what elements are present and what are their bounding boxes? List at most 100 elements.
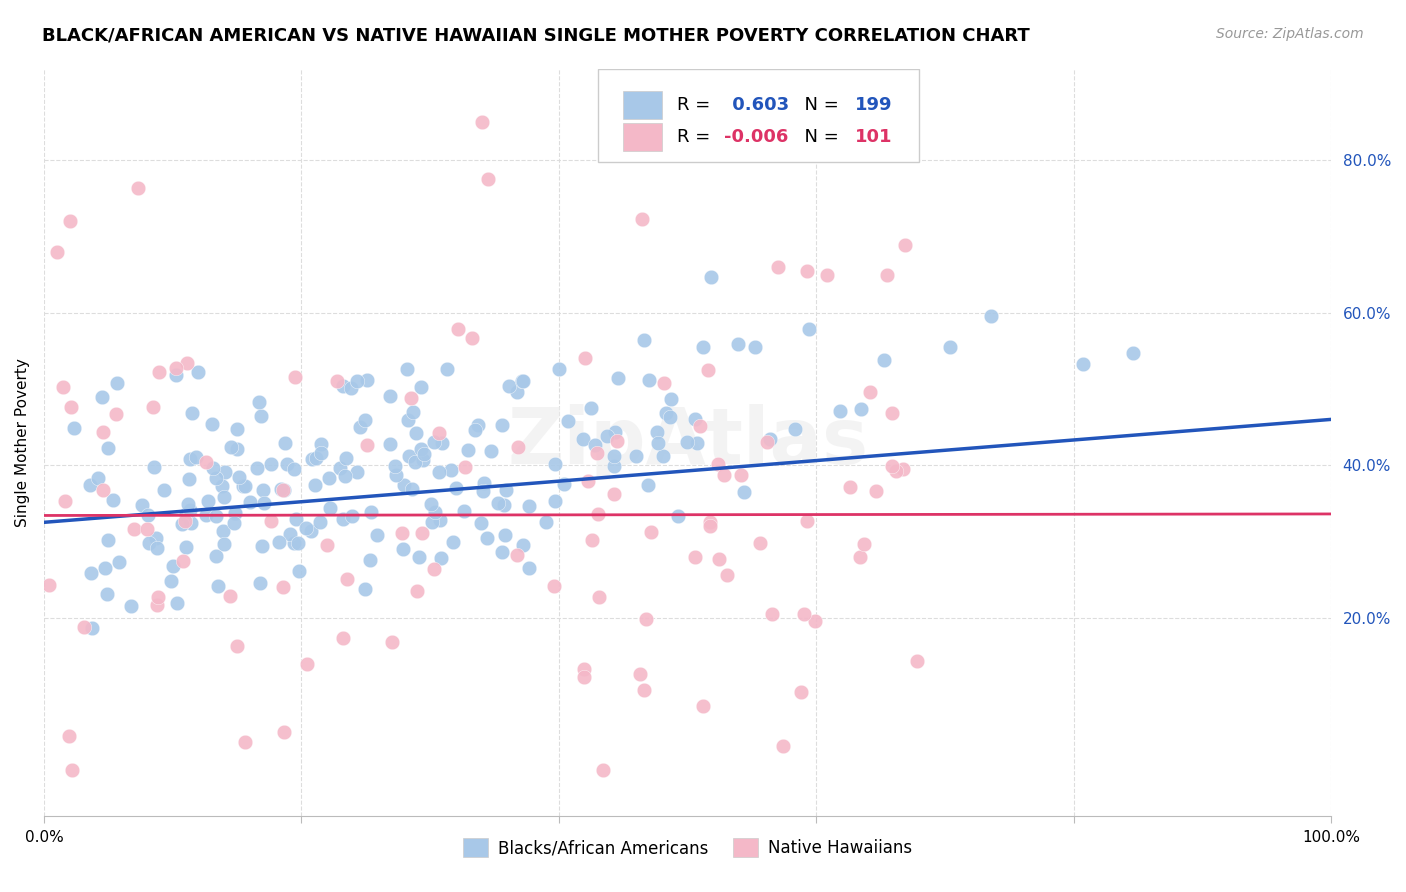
Point [441, 535, 464, 549]
Point [477, 531, 499, 545]
Point [332, 379, 354, 393]
Point [253, 496, 276, 510]
Point [232, 479, 254, 493]
Point [45, 244, 67, 259]
Point [804, 614, 827, 628]
Point [146, 590, 169, 604]
Point [1071, 357, 1094, 371]
Point [396, 412, 419, 426]
Point [127, 180, 149, 194]
Point [349, 420, 371, 434]
Point [606, 371, 628, 385]
Text: 0.603: 0.603 [727, 96, 789, 114]
Point [273, 483, 295, 497]
Point [486, 496, 509, 510]
Point [408, 550, 430, 565]
Point [859, 384, 882, 399]
Point [797, 322, 820, 336]
Point [80, 566, 103, 580]
Point [658, 410, 681, 425]
Point [332, 632, 354, 646]
Point [273, 483, 295, 498]
Point [425, 505, 447, 519]
FancyBboxPatch shape [598, 69, 920, 162]
Point [221, 441, 243, 455]
Point [205, 549, 228, 564]
Point [645, 425, 668, 439]
Point [603, 449, 626, 463]
Point [636, 612, 658, 626]
Point [406, 583, 429, 598]
Point [108, 555, 131, 569]
Point [271, 580, 294, 594]
Point [207, 579, 229, 593]
Point [543, 457, 565, 471]
Point [894, 238, 917, 252]
Point [301, 452, 323, 467]
Point [766, 260, 789, 274]
Point [305, 450, 328, 465]
Point [423, 562, 446, 576]
Point [472, 475, 495, 490]
Point [273, 725, 295, 739]
Point [326, 374, 349, 388]
Point [793, 607, 815, 621]
Point [295, 520, 318, 534]
Point [471, 115, 494, 129]
Point [90, 390, 112, 404]
Point [655, 406, 678, 420]
Point [96, 587, 118, 601]
Point [97, 441, 120, 455]
Point [267, 534, 290, 549]
Point [385, 467, 408, 482]
Point [494, 527, 516, 541]
Legend: Blacks/African Americans, Native Hawaiians: Blacks/African Americans, Native Hawaiia… [456, 831, 920, 863]
Point [707, 457, 730, 471]
Point [413, 447, 436, 461]
Point [548, 362, 571, 376]
Point [335, 468, 357, 483]
Point [446, 481, 468, 495]
Point [980, 310, 1002, 324]
Point [197, 493, 219, 508]
Point [91, 425, 114, 439]
Point [138, 536, 160, 550]
Point [481, 444, 503, 458]
Point [423, 434, 446, 449]
Point [603, 459, 626, 474]
Point [162, 558, 184, 573]
Point [700, 269, 723, 284]
Point [148, 365, 170, 379]
Point [360, 505, 382, 519]
Point [392, 541, 415, 556]
Point [572, 662, 595, 676]
Point [733, 485, 755, 500]
Point [572, 670, 595, 684]
Point [492, 498, 515, 512]
Point [939, 340, 962, 354]
Point [159, 574, 181, 588]
Text: R =: R = [678, 96, 716, 114]
Point [398, 449, 420, 463]
Text: N =: N = [793, 128, 845, 145]
Point [849, 549, 872, 564]
Point [633, 683, 655, 698]
Point [730, 468, 752, 483]
Point [606, 434, 628, 449]
Point [166, 596, 188, 610]
Point [309, 516, 332, 530]
Point [94, 561, 117, 575]
Point [101, 492, 124, 507]
Point [354, 582, 377, 597]
Point [79, 478, 101, 492]
Point [581, 533, 603, 548]
Point [340, 508, 363, 523]
Point [553, 477, 575, 491]
Text: Source: ZipAtlas.com: Source: ZipAtlas.com [1216, 27, 1364, 41]
Point [436, 362, 458, 376]
Point [173, 514, 195, 528]
Point [202, 460, 225, 475]
Point [427, 465, 450, 479]
Point [401, 483, 423, 497]
Y-axis label: Single Mother Poverty: Single Mother Poverty [15, 358, 30, 526]
